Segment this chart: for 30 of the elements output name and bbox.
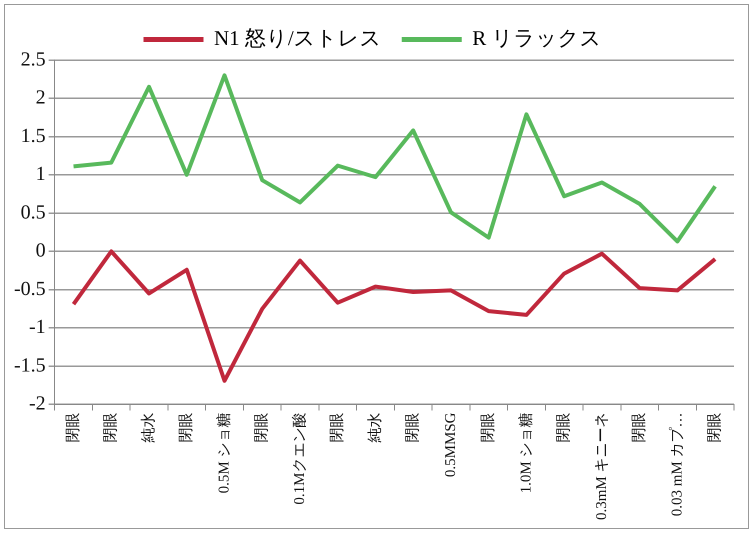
x-tick-label: 0.3mM キニーネ xyxy=(594,412,610,520)
x-tick-label: 純水 xyxy=(366,412,384,442)
y-tick-label: -2 xyxy=(28,392,46,415)
x-tick-label: 閉眼 xyxy=(254,412,270,442)
y-tick-label: 2 xyxy=(36,86,46,109)
x-tick-label: 1.0M ショ糖 xyxy=(517,412,534,494)
y-tick-label: 2.5 xyxy=(20,48,46,70)
x-tick-label: 閉眼 xyxy=(330,412,346,442)
x-tick-label: 閉眼 xyxy=(480,412,497,442)
x-tick-label: 0.1Mクエン酸 xyxy=(290,412,308,505)
x-tick-label: 閉眼 xyxy=(707,412,724,442)
y-tick-label: -1 xyxy=(28,316,46,338)
y-tick-label: 1.5 xyxy=(20,124,46,147)
x-tick-label: 純水 xyxy=(140,412,157,442)
y-tick-label: -0.5 xyxy=(14,278,46,300)
x-tick-label: 閉眼 xyxy=(556,412,572,442)
x-tick-label: 0.5M ショ糖 xyxy=(215,412,232,494)
x-tick-label: 0.5MMSG xyxy=(442,412,459,478)
x-tick-label: 閉眼 xyxy=(405,412,422,442)
x-tick-label: 閉眼 xyxy=(65,412,82,442)
x-tick-label: 0.03 mM カプ… xyxy=(668,412,686,516)
x-tick-label: 閉眼 xyxy=(632,412,648,442)
x-tick-label: 閉眼 xyxy=(178,412,195,442)
legend-label: R リラックス xyxy=(472,26,602,50)
x-tick-label: 閉眼 xyxy=(103,412,120,442)
y-tick-label: -1.5 xyxy=(14,354,46,376)
y-tick-label: 0 xyxy=(36,240,46,262)
y-tick-label: 1 xyxy=(36,163,46,186)
legend-label: N1 怒り/ストレス xyxy=(214,26,382,50)
y-tick-label: 0.5 xyxy=(20,201,46,224)
